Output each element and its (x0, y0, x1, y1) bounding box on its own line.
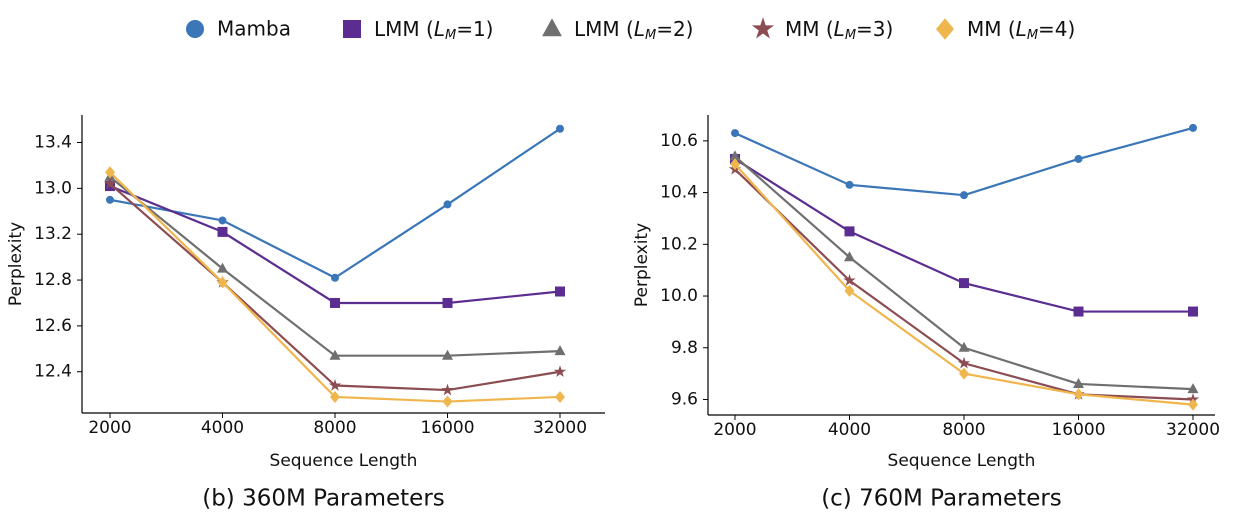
series-line (734, 126, 1194, 197)
y-tick-label: 9.6 (671, 389, 698, 409)
marker (443, 200, 452, 209)
marker (442, 297, 453, 308)
marker (843, 274, 856, 286)
series-line (109, 185, 561, 305)
x-tick-label: 2000 (713, 420, 756, 440)
marker (959, 278, 969, 289)
marker (1073, 388, 1084, 401)
marker (442, 349, 453, 360)
y-tick-label: 12.6 (34, 316, 72, 336)
caption: (b) 360M Parameters (202, 486, 445, 512)
marker (844, 284, 855, 297)
legend-label: MM (LM=4) (967, 17, 1075, 43)
y-tick-label: 10.6 (660, 131, 698, 151)
x-axis-label: Sequence Length (270, 451, 418, 471)
y-tick-label: 12.8 (34, 270, 72, 290)
marker (845, 180, 854, 189)
marker (218, 216, 227, 225)
y-tick-label: 12.4 (34, 362, 72, 382)
marker (217, 276, 228, 289)
marker (330, 297, 340, 308)
y-axis-label: Perplexity (6, 222, 26, 306)
marker (729, 150, 741, 161)
x-tick-label: 2000 (88, 418, 131, 438)
marker (936, 18, 954, 40)
marker (1188, 398, 1198, 411)
marker (844, 226, 855, 237)
marker (343, 20, 361, 38)
marker (1189, 123, 1197, 132)
x-tick-label: 4000 (828, 420, 871, 440)
y-tick-label: 13.2 (34, 224, 72, 244)
y-tick-label: 10.2 (660, 234, 698, 254)
marker (217, 226, 228, 237)
series-line (109, 176, 561, 357)
series-line (109, 127, 561, 280)
marker (330, 390, 340, 403)
x-axis-label: Sequence Length (888, 451, 1036, 471)
marker (105, 166, 115, 179)
marker (960, 191, 968, 200)
marker (217, 262, 228, 273)
x-tick-label: 8000 (942, 420, 985, 440)
caption: (c) 760M Parameters (821, 486, 1062, 512)
series-line (109, 171, 561, 403)
y-tick-label: 13.4 (34, 133, 72, 153)
x-tick-label: 32000 (1166, 420, 1220, 440)
y-tick-label: 13.0 (34, 178, 72, 198)
marker (1074, 154, 1083, 163)
legend-label: LMM (LM=1) (374, 17, 494, 43)
x-tick-label: 16000 (1051, 420, 1105, 440)
marker (331, 273, 339, 282)
marker (329, 349, 341, 360)
y-axis-label: Perplexity (632, 223, 652, 307)
marker (556, 124, 564, 133)
marker (103, 177, 117, 190)
marker (730, 158, 740, 171)
x-tick-label: 32000 (533, 418, 587, 438)
marker (106, 195, 114, 204)
y-tick-label: 10.4 (660, 183, 698, 203)
marker (1188, 306, 1198, 317)
marker (328, 378, 342, 391)
marker (957, 356, 971, 369)
marker (731, 129, 739, 138)
marker (542, 18, 562, 37)
marker (555, 286, 565, 297)
marker (555, 390, 565, 403)
x-tick-label: 4000 (201, 418, 244, 438)
y-tick-label: 9.8 (671, 338, 698, 358)
y-tick-label: 10.0 (660, 286, 698, 306)
marker (844, 251, 855, 262)
marker (1073, 377, 1084, 388)
marker (553, 365, 567, 377)
marker (442, 395, 453, 408)
marker (1187, 383, 1199, 394)
marker (751, 17, 775, 39)
legend-label: LMM (LM=2) (574, 17, 694, 43)
marker (958, 341, 970, 352)
marker (959, 367, 969, 380)
legend-label: MM (LM=3) (785, 17, 893, 43)
marker (1073, 306, 1084, 317)
marker (554, 345, 566, 356)
x-tick-label: 8000 (313, 418, 356, 438)
x-tick-label: 16000 (420, 418, 474, 438)
legend-label: Mamba (217, 17, 291, 41)
marker (186, 20, 204, 38)
marker (441, 383, 454, 396)
